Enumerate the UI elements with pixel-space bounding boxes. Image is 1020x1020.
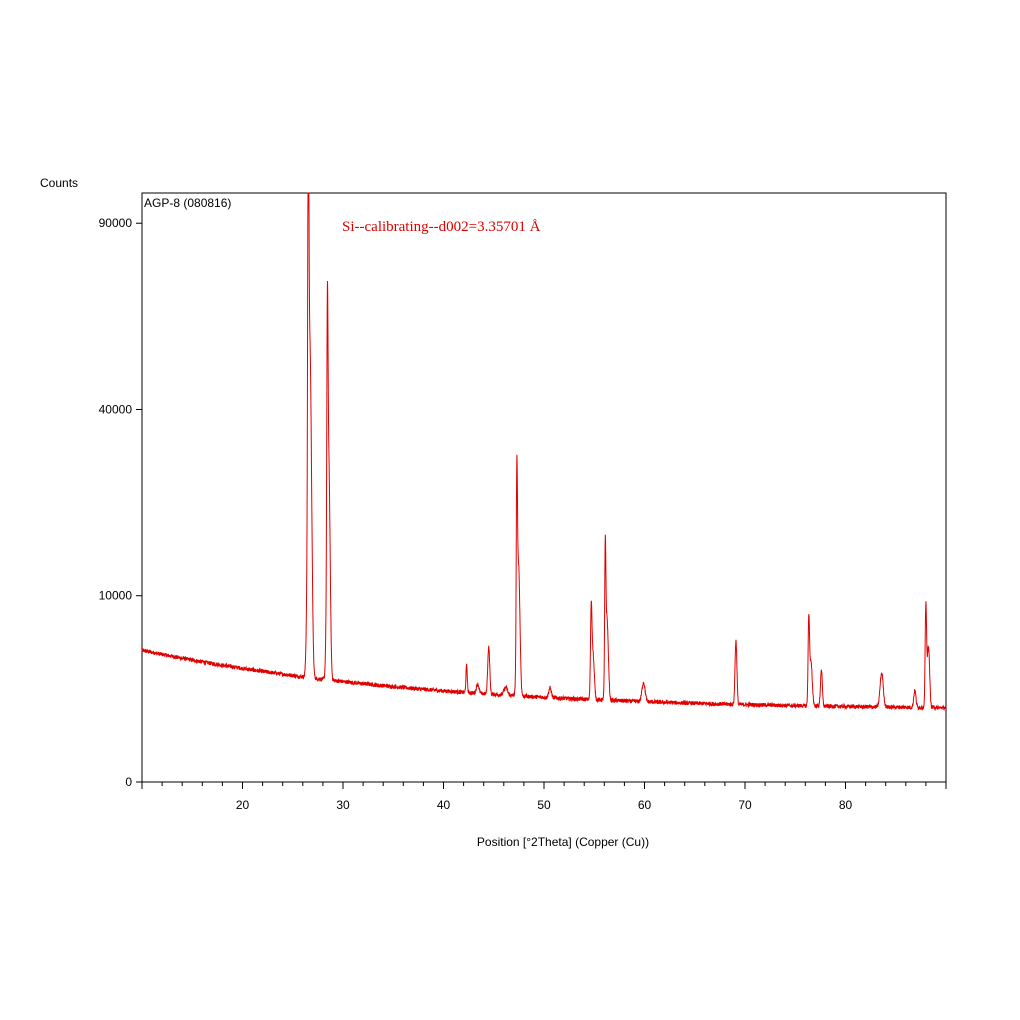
axis-tick-labels: 20 30 40 50 60 70 80 0 10000 40000 90000 (99, 216, 853, 812)
x-tick-label: 60 (638, 798, 652, 812)
series-line (141, 192, 947, 712)
axis-ticks (136, 222, 947, 789)
x-tick-label: 30 (336, 798, 350, 812)
calibration-annotation: Si--calibrating--d002=3.35701 Å (342, 219, 541, 235)
y-tick-label: 40000 (99, 402, 133, 416)
y-axis-label: Counts (40, 176, 78, 190)
x-tick-label: 70 (738, 798, 752, 812)
x-tick-label: 80 (839, 798, 853, 812)
x-tick-label: 20 (236, 798, 250, 812)
y-tick-label: 90000 (99, 216, 133, 230)
x-tick-label: 40 (437, 798, 451, 812)
x-tick-label: 50 (537, 798, 551, 812)
y-tick-label: 0 (125, 775, 132, 789)
x-axis-label: Position [°2Theta] (Copper (Cu)) (477, 835, 649, 849)
y-tick-label: 10000 (99, 589, 133, 603)
sample-label: AGP-8 (080816) (144, 196, 231, 210)
